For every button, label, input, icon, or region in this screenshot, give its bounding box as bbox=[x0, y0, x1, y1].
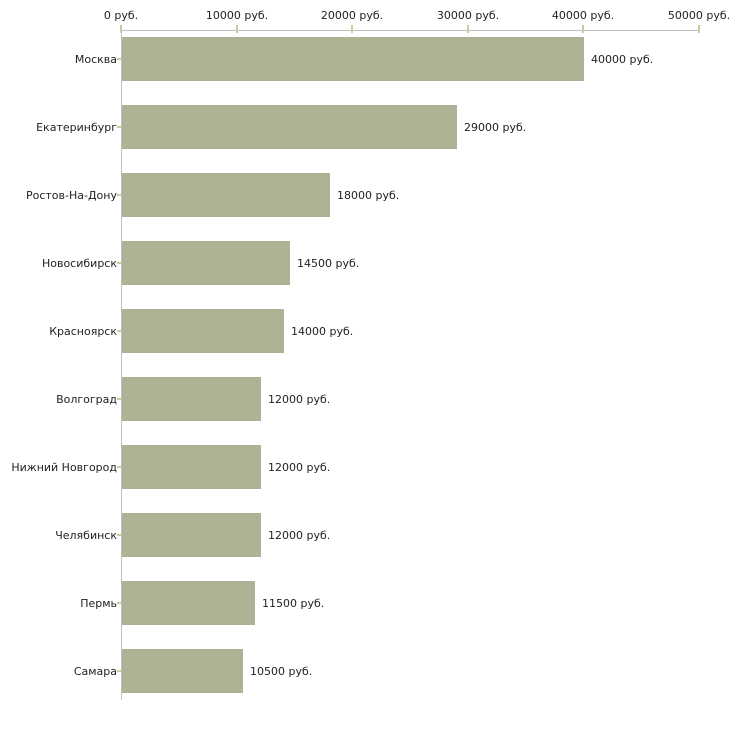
bar-value-label: 40000 руб. bbox=[591, 52, 654, 66]
category-tick bbox=[117, 534, 121, 536]
bar-value-label: 10500 руб. bbox=[250, 664, 313, 678]
x-axis-tick-label: 0 руб. bbox=[103, 9, 139, 22]
bar-челябинск bbox=[122, 513, 261, 557]
category-label: Волгоград bbox=[56, 392, 117, 406]
category-tick bbox=[117, 194, 121, 196]
bar-value-label: 12000 руб. bbox=[268, 392, 331, 406]
category-tick bbox=[117, 330, 121, 332]
x-axis-tick bbox=[236, 25, 238, 33]
category-tick bbox=[117, 398, 121, 400]
bar-самара bbox=[122, 649, 243, 693]
bar-value-label: 14500 руб. bbox=[297, 256, 360, 270]
x-axis-tick bbox=[120, 25, 122, 33]
category-tick bbox=[117, 126, 121, 128]
x-axis-tick-label: 40000 руб. bbox=[551, 9, 615, 22]
category-label: Москва bbox=[74, 52, 117, 66]
x-axis-line bbox=[121, 30, 700, 31]
bar-волгоград bbox=[122, 377, 261, 421]
category-tick bbox=[117, 602, 121, 604]
x-axis-tick bbox=[698, 25, 700, 33]
bar-новосибирск bbox=[122, 241, 290, 285]
bar-пермь bbox=[122, 581, 255, 625]
bar-value-label: 29000 руб. bbox=[464, 120, 527, 134]
category-label: Екатеринбург bbox=[36, 120, 117, 134]
x-axis-tick-label: 10000 руб. bbox=[205, 9, 269, 22]
bar-value-label: 14000 руб. bbox=[291, 324, 354, 338]
bar-екатеринбург bbox=[122, 105, 457, 149]
category-label: Нижний Новгород bbox=[11, 460, 117, 474]
category-tick bbox=[117, 58, 121, 60]
x-axis-tick-label: 50000 руб. bbox=[667, 9, 730, 22]
x-axis-tick-label: 20000 руб. bbox=[320, 9, 384, 22]
category-label: Челябинск bbox=[55, 528, 117, 542]
x-axis-tick bbox=[467, 25, 469, 33]
bar-ростов-на-дону bbox=[122, 173, 330, 217]
category-label: Самара bbox=[73, 664, 117, 678]
category-label: Новосибирск bbox=[41, 256, 117, 270]
bar-value-label: 11500 руб. bbox=[262, 596, 325, 610]
x-axis-tick bbox=[351, 25, 353, 33]
category-tick bbox=[117, 670, 121, 672]
x-axis-tick-label: 30000 руб. bbox=[436, 9, 500, 22]
category-label: Ростов-На-Дону bbox=[25, 188, 117, 202]
bar-красноярск bbox=[122, 309, 284, 353]
category-label: Пермь bbox=[80, 596, 117, 610]
x-axis-tick bbox=[582, 25, 584, 33]
bar-нижний новгород bbox=[122, 445, 261, 489]
bar-москва bbox=[122, 37, 584, 81]
category-tick bbox=[117, 466, 121, 468]
bar-value-label: 12000 руб. bbox=[268, 528, 331, 542]
category-tick bbox=[117, 262, 121, 264]
bar-value-label: 12000 руб. bbox=[268, 460, 331, 474]
category-label: Красноярск bbox=[49, 324, 117, 338]
bar-value-label: 18000 руб. bbox=[337, 188, 400, 202]
y-axis-line bbox=[121, 30, 122, 700]
